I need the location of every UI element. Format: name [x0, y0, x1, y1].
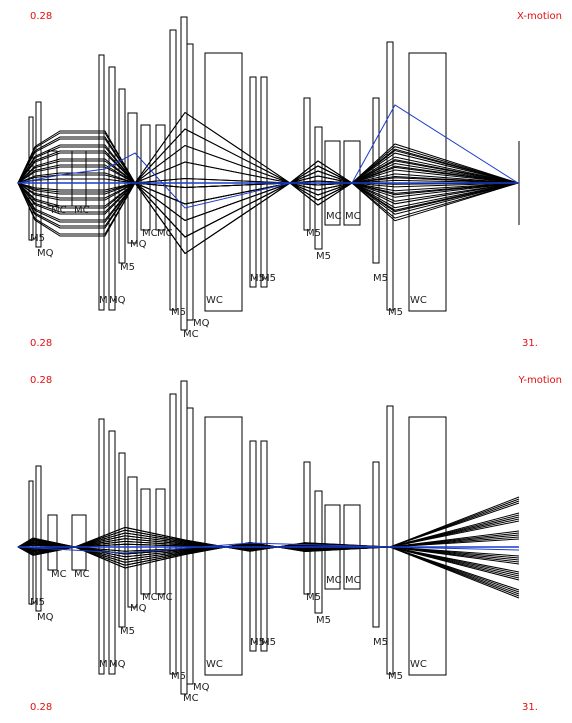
- element-label: MQ: [109, 659, 126, 670]
- element-box: [408, 52, 447, 312]
- element-label: M5: [306, 228, 321, 239]
- panel-title: X-motion: [517, 11, 562, 22]
- ray: [17, 132, 519, 238]
- element-box: [35, 101, 42, 248]
- element-box: [314, 490, 323, 614]
- element-label: M5: [250, 273, 265, 284]
- element-box: [204, 52, 243, 312]
- reference-ray: [17, 104, 519, 209]
- start-top-label: 0.28: [30, 11, 52, 22]
- element-label: M5: [261, 273, 276, 284]
- element-label: MI: [99, 295, 111, 306]
- start-bottom-label: 0.28: [30, 702, 52, 713]
- element-label: WC: [410, 295, 427, 306]
- element-label: M5: [250, 637, 265, 648]
- element-label: M5: [120, 626, 135, 637]
- element-box: [169, 29, 177, 311]
- ray: [17, 111, 519, 206]
- element-label: MQ: [37, 612, 54, 623]
- element-label: M5: [316, 251, 331, 262]
- element-box: [155, 124, 166, 231]
- ray: [17, 128, 519, 215]
- element-label: M5: [306, 592, 321, 603]
- element-box: [140, 124, 151, 231]
- element-label: MQ: [109, 295, 126, 306]
- element-label: MQ: [193, 682, 210, 693]
- element-label: M5: [30, 597, 45, 608]
- element-box: [180, 16, 188, 331]
- element-box: [303, 97, 311, 231]
- reference-ray: [17, 542, 520, 554]
- element-box: [386, 405, 394, 675]
- element-label: MC: [326, 575, 342, 586]
- element-label: MI: [99, 659, 111, 670]
- element-label: M5: [171, 307, 186, 318]
- element-label: M5: [373, 637, 388, 648]
- ray: [17, 175, 519, 213]
- element-label: MC: [183, 693, 199, 704]
- element-label: M5: [30, 233, 45, 244]
- element-label: MQ: [130, 239, 147, 250]
- element-label: M5: [388, 671, 403, 682]
- element-label: MC: [74, 205, 90, 216]
- element-label: M5: [316, 615, 331, 626]
- ray: [17, 538, 520, 591]
- element-label: M5: [388, 307, 403, 318]
- panel-title: Y-motion: [517, 375, 562, 386]
- element-box: [408, 416, 447, 676]
- element-box: [303, 461, 311, 595]
- ray: [17, 160, 519, 255]
- element-label: M5: [261, 637, 276, 648]
- element-label: MC: [345, 211, 361, 222]
- element-label: MQ: [130, 603, 147, 614]
- start-top-label: 0.28: [30, 375, 52, 386]
- ray: [17, 146, 519, 205]
- element-label: MQ: [193, 318, 210, 329]
- element-label: MC: [157, 592, 173, 603]
- element-label: WC: [410, 659, 427, 670]
- start-bottom-label: 0.28: [30, 338, 52, 349]
- element-label: MC: [51, 569, 67, 580]
- ray: [17, 174, 519, 222]
- element-label: MQ: [37, 248, 54, 259]
- element-box: [140, 488, 151, 595]
- element-label: M5: [171, 671, 186, 682]
- element-label: M5: [120, 262, 135, 273]
- element-box: [71, 514, 87, 571]
- ray: [17, 162, 519, 193]
- element-label: MC: [51, 205, 67, 216]
- element-box: [180, 380, 188, 695]
- element-label: WC: [206, 659, 223, 670]
- element-label: M5: [373, 273, 388, 284]
- element-label: MC: [142, 228, 158, 239]
- ray: [17, 144, 519, 227]
- element-box: [372, 461, 380, 628]
- element-box: [386, 41, 394, 311]
- element-label: MC: [326, 211, 342, 222]
- element-box: [186, 43, 194, 321]
- end-bottom-label: 31.: [522, 338, 538, 349]
- element-label: MC: [74, 569, 90, 580]
- element-label: MC: [345, 575, 361, 586]
- element-label: MC: [183, 329, 199, 340]
- element-box: [118, 452, 126, 628]
- ray: [17, 161, 519, 235]
- element-box: [314, 126, 323, 250]
- element-box: [169, 393, 177, 675]
- element-label: MC: [142, 592, 158, 603]
- end-bottom-label: 31.: [522, 702, 538, 713]
- element-label: WC: [206, 295, 223, 306]
- element-label: MC: [157, 228, 173, 239]
